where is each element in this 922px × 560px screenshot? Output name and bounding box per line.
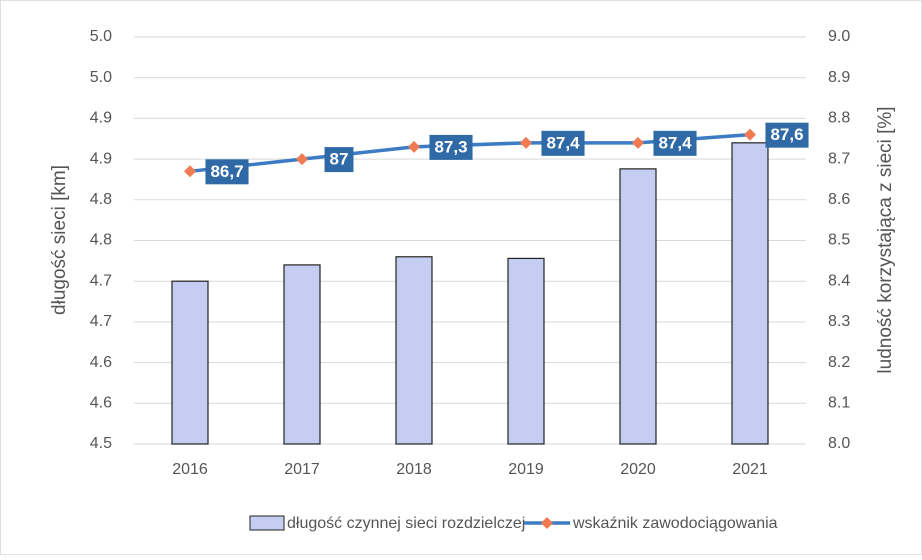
y2-axis-title: ludność korzystająca z sieci [%] <box>875 106 896 373</box>
x-tick-label: 2020 <box>620 461 656 478</box>
marker <box>408 140 420 153</box>
bar <box>619 168 657 445</box>
data-label-box <box>653 130 697 156</box>
data-label-box <box>541 130 585 156</box>
x-tick-label: 2021 <box>732 461 768 478</box>
bar <box>395 256 433 445</box>
marker <box>744 128 756 141</box>
x-tick-label: 2016 <box>172 461 208 478</box>
y-axis-title: długość sieci [km] <box>49 165 70 315</box>
data-label-text: 87,4 <box>658 133 692 152</box>
tick-label: 4.6 <box>90 354 112 371</box>
marker <box>296 153 308 166</box>
x-tick-label: 2017 <box>284 461 320 478</box>
tick-label: 8.7 <box>828 150 850 167</box>
data-label-text: 87 <box>330 150 349 169</box>
tick-label: 8.0 <box>828 435 850 452</box>
x-tick-label: 2018 <box>396 461 432 478</box>
tick-label: 8.5 <box>828 232 850 249</box>
tick-label: 4.7 <box>90 313 112 330</box>
x-tick-label: 2019 <box>508 461 544 478</box>
legend-label: długość czynnej sieci rozdzielczej <box>287 515 525 532</box>
data-label: 87 <box>324 147 354 173</box>
tick-label: 8.1 <box>828 395 850 412</box>
bar <box>731 142 769 445</box>
legend-swatch <box>249 515 285 531</box>
tick-label: 5.0 <box>90 69 112 86</box>
tick-label: 9.0 <box>828 28 850 45</box>
bar <box>283 264 321 445</box>
data-label: 86,7 <box>205 159 249 185</box>
marker <box>632 136 644 149</box>
tick-label: 8.9 <box>828 69 850 86</box>
tick-label: 4.8 <box>90 191 112 208</box>
data-label-text: 87,3 <box>434 137 467 156</box>
tick-label: 8.3 <box>828 313 850 330</box>
tick-label: 4.7 <box>90 272 112 289</box>
tick-label: 8.4 <box>828 272 850 289</box>
tick-label: 8.8 <box>828 110 850 127</box>
data-label-box <box>205 159 249 185</box>
tick-label: 5.0 <box>90 28 112 45</box>
data-label-text: 87,4 <box>546 133 580 152</box>
bar <box>171 280 209 445</box>
marker <box>184 165 196 178</box>
data-label: 87,6 <box>765 122 809 148</box>
tick-label: 4.6 <box>90 395 112 412</box>
data-label: 87,3 <box>429 134 473 160</box>
legend-label: wskaźnik zawodociągowania <box>572 515 778 532</box>
data-label-box <box>765 122 809 148</box>
bar <box>507 257 545 445</box>
tick-label: 4.9 <box>90 150 112 167</box>
data-label-text: 86,7 <box>210 162 243 181</box>
data-label: 87,4 <box>653 130 697 156</box>
marker <box>520 136 532 149</box>
data-label: 87,4 <box>541 130 585 156</box>
tick-label: 8.2 <box>828 354 850 371</box>
data-label-box <box>429 134 473 160</box>
tick-label: 4.9 <box>90 110 112 127</box>
tick-label: 4.8 <box>90 232 112 249</box>
data-label-text: 87,6 <box>770 125 803 144</box>
data-label-box <box>324 147 354 173</box>
legend-marker <box>541 517 553 529</box>
tick-label: 4.5 <box>90 435 112 452</box>
tick-label: 8.6 <box>828 191 850 208</box>
